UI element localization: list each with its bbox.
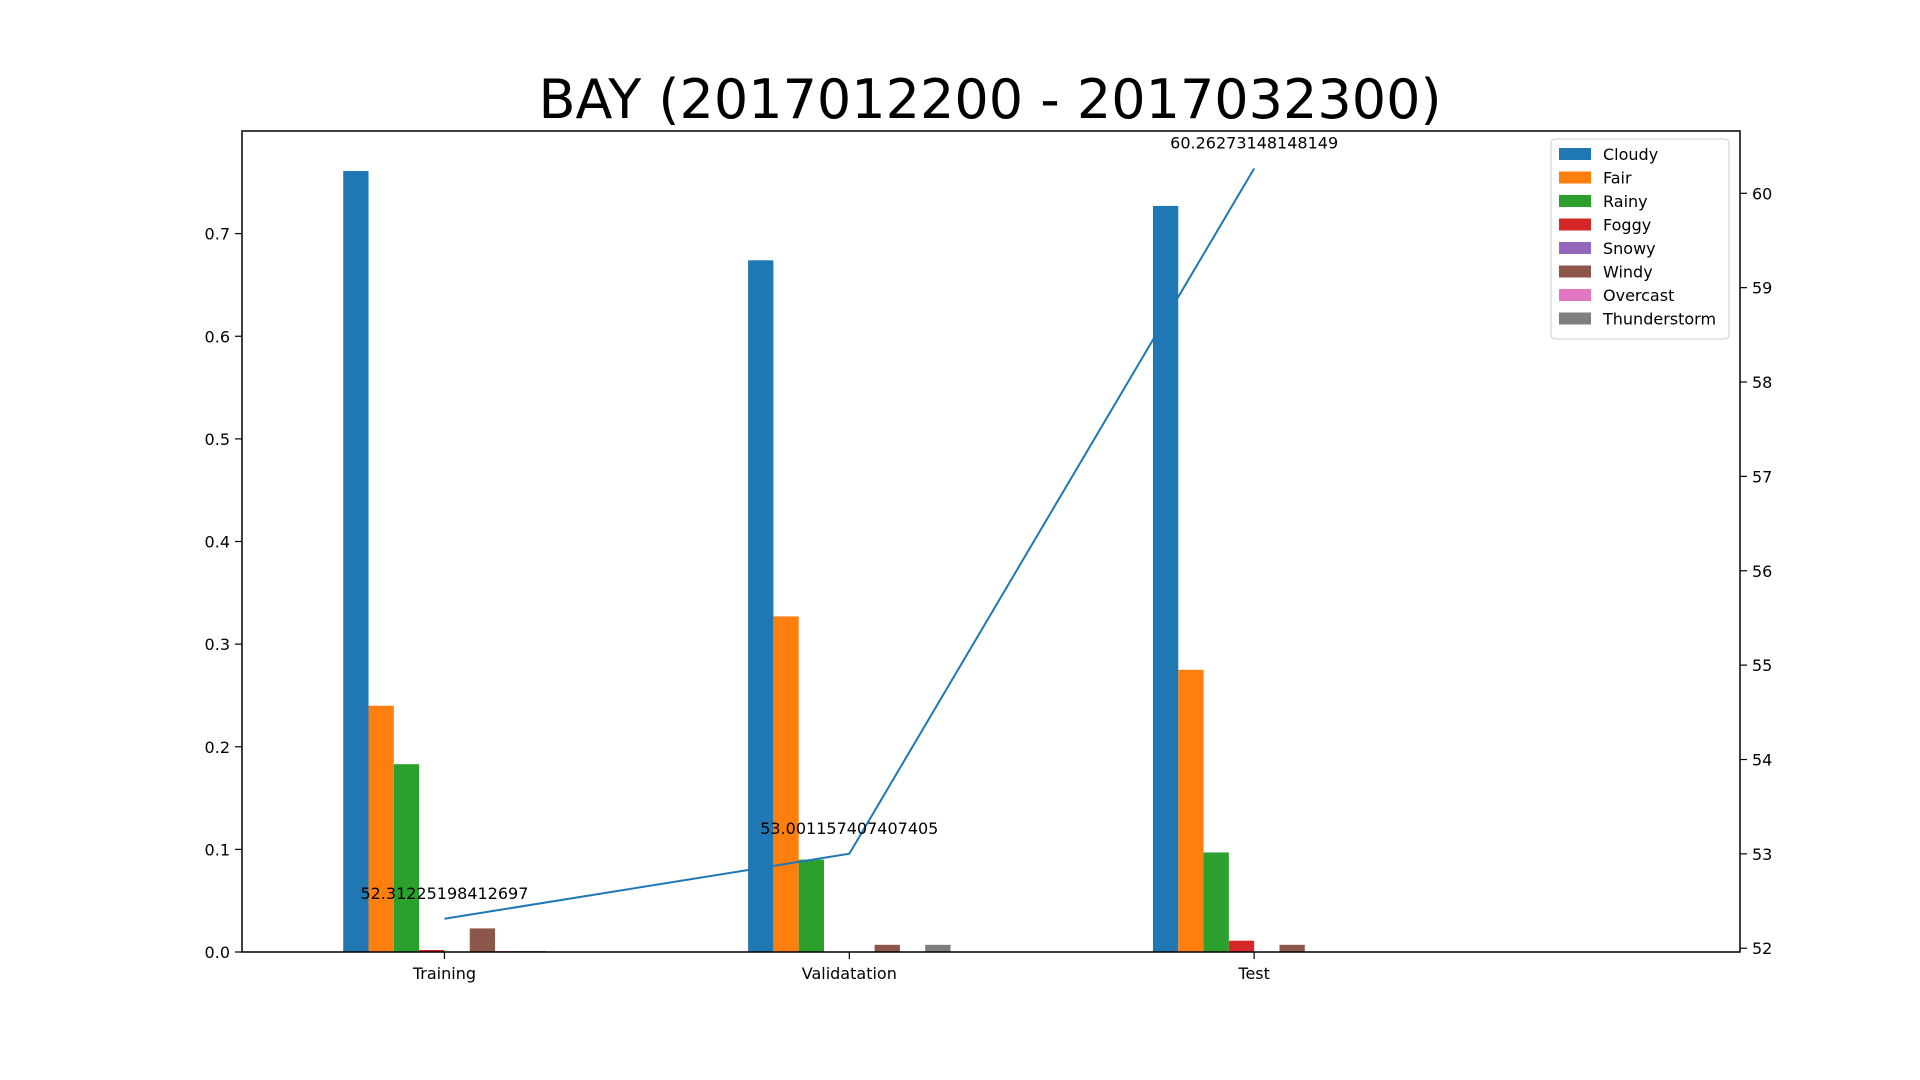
- legend-box: [1550, 138, 1730, 340]
- y2-tick-label: 56: [1752, 562, 1772, 581]
- bars-layer: [343, 171, 1305, 953]
- bar-thunderstorm-validatation: [925, 944, 951, 952]
- bar-cloudy-validatation: [748, 260, 774, 952]
- bar-windy-test: [1279, 944, 1305, 952]
- legend-label-rainy: Rainy: [1603, 192, 1648, 211]
- legend-swatch-cloudy: [1559, 148, 1591, 160]
- axes-layer: 0.0 0.1 0.2 0.3 0.4 0.5 0.6 0.7 52 53 54 55 56 57 58 59…: [205, 130, 1772, 983]
- bar-fair-validatation: [773, 616, 799, 952]
- legend-label-cloudy: Cloudy: [1603, 145, 1658, 164]
- y-tick-label: 0.3: [205, 635, 230, 654]
- secondary-line-layer: 52.31225198412697 53.001157407407405 60.26…: [360, 133, 1338, 920]
- plot-frame: [241, 130, 1741, 953]
- legend-label-thunderstorm: Thunderstorm: [1602, 310, 1716, 329]
- bar-foggy-test: [1228, 940, 1255, 952]
- y-tick-label: 0.4: [205, 533, 230, 552]
- legend-swatch-windy: [1559, 265, 1591, 278]
- y-tick-label: 0.1: [205, 840, 230, 859]
- legend-label-fair: Fair: [1603, 169, 1632, 188]
- y-tick-label: 0.5: [205, 430, 230, 449]
- legend-label-snowy: Snowy: [1603, 239, 1656, 258]
- legend-swatch-foggy: [1559, 218, 1591, 231]
- line-value-label: 60.26273148148149: [1170, 133, 1338, 152]
- x-tick-label: Test: [1237, 964, 1270, 983]
- bar-cloudy-test: [1152, 205, 1179, 953]
- line-value-label: 52.31225198412697: [360, 884, 528, 903]
- secondary-line: [444, 167, 1256, 920]
- bar-windy-training: [469, 928, 496, 952]
- y2-tick-label: 59: [1752, 279, 1772, 298]
- bar-cloudy-training: [343, 171, 369, 952]
- bar-rainy-test: [1203, 852, 1229, 952]
- chart-title: BAY (2017012200 - 2017032300): [538, 68, 1441, 131]
- legend-label-overcast: Overcast: [1603, 286, 1674, 305]
- legend-swatch-rainy: [1559, 195, 1591, 207]
- y2-tick-label: 57: [1752, 467, 1772, 486]
- bar-windy-validatation: [874, 944, 900, 952]
- x-tick-label: Training: [412, 964, 476, 983]
- y2-tick-label: 58: [1752, 373, 1772, 392]
- y-tick-label: 0.6: [205, 327, 230, 346]
- y2-tick-label: 55: [1752, 656, 1772, 675]
- y-tick-label: 0.0: [205, 943, 230, 962]
- bar-rainy-validatation: [798, 859, 824, 952]
- legend-label-windy: Windy: [1603, 263, 1653, 282]
- y2-tick-label: 54: [1752, 750, 1772, 769]
- y2-tick-label: 53: [1752, 845, 1772, 864]
- x-tick-label: Validatation: [802, 964, 897, 983]
- bar-fair-training: [368, 705, 394, 952]
- legend-swatch-overcast: [1559, 289, 1591, 301]
- y-tick-label: 0.2: [205, 738, 230, 757]
- legend-label-foggy: Foggy: [1603, 216, 1651, 235]
- bar-foggy-training: [419, 949, 445, 952]
- bar-fair-test: [1178, 669, 1204, 952]
- legend-swatch-snowy: [1559, 242, 1591, 254]
- legend: Cloudy Fair Rainy Foggy Snowy Windy Overcast Th…: [1550, 138, 1730, 340]
- legend-swatch-thunderstorm: [1559, 312, 1591, 325]
- line-value-label: 53.001157407407405: [760, 819, 938, 838]
- y2-tick-label: 52: [1752, 939, 1772, 958]
- bar-rainy-training: [393, 764, 420, 952]
- y2-tick-label: 60: [1752, 184, 1772, 203]
- y-tick-label: 0.7: [205, 225, 230, 244]
- legend-swatch-fair: [1559, 171, 1591, 184]
